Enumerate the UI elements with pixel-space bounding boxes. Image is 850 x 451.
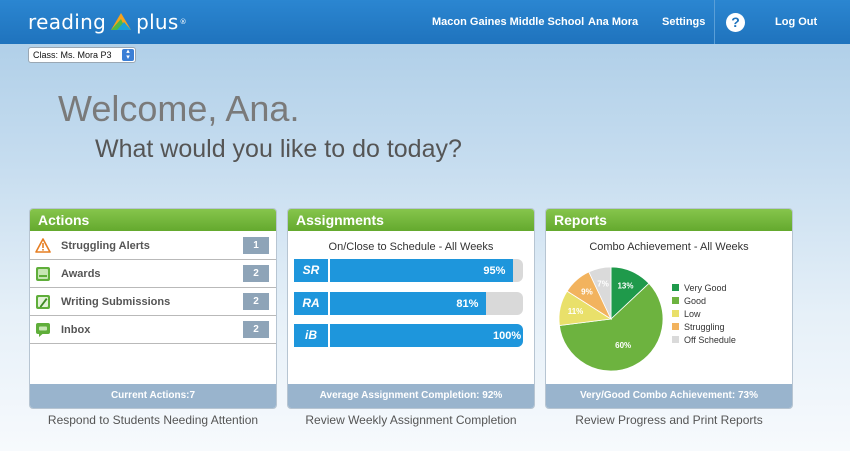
assignments-subtitle: On/Close to Schedule - All Weeks xyxy=(328,241,494,253)
assignments-header: Assignments xyxy=(288,209,534,231)
bar-fill xyxy=(330,324,523,347)
actions-panel: Actions Struggling Alerts 1 Awards 2 Wri… xyxy=(29,208,277,409)
legend-swatch xyxy=(672,336,679,343)
bar-track xyxy=(330,324,523,347)
action-label: Inbox xyxy=(61,324,91,336)
pie-slice-label: 60% xyxy=(615,341,631,350)
sr-badge: SR xyxy=(294,259,329,282)
assignments-panel: Assignments On/Close to Schedule - All W… xyxy=(287,208,535,409)
reports-subtitle: Combo Achievement - All Weeks xyxy=(589,241,749,253)
action-writing-submissions[interactable]: Writing Submissions 2 xyxy=(30,288,276,316)
assignment-bar-ra[interactable]: RA 81% xyxy=(294,292,523,315)
chat-icon xyxy=(36,323,50,337)
pencil-icon xyxy=(36,295,50,309)
logo-text-plus: plus xyxy=(136,10,179,34)
ra-badge: RA xyxy=(294,292,329,315)
assignments-caption-link[interactable]: Review Weekly Assignment Completion xyxy=(305,413,517,427)
legend-swatch xyxy=(672,297,679,304)
actions-header: Actions xyxy=(30,209,276,231)
nav-user[interactable]: Ana Mora xyxy=(588,16,639,28)
welcome-heading: Welcome, Ana. xyxy=(58,88,300,129)
logout-link[interactable]: Log Out xyxy=(775,16,818,28)
assignment-bar-ib[interactable]: iB 100% xyxy=(294,324,523,347)
bar-track xyxy=(330,292,523,315)
pie-slice-label: 7% xyxy=(597,279,609,288)
action-count: 1 xyxy=(243,237,269,254)
select-arrows-icon: ▴ ▾ xyxy=(122,48,134,61)
legend-swatch xyxy=(672,323,679,330)
bar-fill xyxy=(330,292,487,315)
legend-item: Struggling xyxy=(672,320,736,333)
legend-label: Good xyxy=(684,295,707,306)
logo-trademark: ® xyxy=(179,18,187,26)
combo-achievement-pie-chart[interactable]: 13% 60% 11% 9% 7% xyxy=(556,264,666,374)
action-count: 2 xyxy=(243,265,269,282)
legend-label: Struggling xyxy=(684,321,725,332)
action-inbox[interactable]: Inbox 2 xyxy=(30,316,276,344)
pie-slice-good[interactable] xyxy=(558,282,664,372)
action-count: 2 xyxy=(243,321,269,338)
class-select-value: Class: Ms. Mora P3 xyxy=(33,50,112,60)
logo-mark-icon xyxy=(111,13,132,30)
action-awards[interactable]: Awards 2 xyxy=(30,260,276,288)
pie-slice-off-schedule[interactable] xyxy=(588,266,612,320)
bar-percent: 95% xyxy=(483,265,506,277)
nav-divider xyxy=(714,0,715,44)
legend-label: Very Good xyxy=(684,282,727,293)
legend-swatch xyxy=(672,284,679,291)
legend-swatch xyxy=(672,310,679,317)
action-count: 2 xyxy=(243,293,269,310)
nav-settings[interactable]: Settings xyxy=(662,16,706,28)
help-icon[interactable]: ? xyxy=(726,13,745,32)
reports-panel: Reports Combo Achievement - All Weeks 13… xyxy=(545,208,793,409)
legend-item: Low xyxy=(672,307,736,320)
pie-slice-label: 13% xyxy=(617,282,633,291)
actions-footer: Current Actions:7 xyxy=(30,384,276,408)
pie-slice-label: 11% xyxy=(568,307,584,316)
reports-header: Reports xyxy=(546,209,792,231)
action-label: Awards xyxy=(61,268,101,280)
assignment-bar-sr[interactable]: SR 95% xyxy=(294,259,523,282)
pie-legend: Very Good Good Low Struggling Off Schedu… xyxy=(672,281,736,346)
ib-badge: iB xyxy=(294,324,329,347)
bar-percent: 100% xyxy=(493,330,522,342)
pie-slice-label: 9% xyxy=(581,288,593,297)
assignments-footer: Average Assignment Completion: 92% xyxy=(288,384,534,408)
reading-plus-logo[interactable]: reading plus ® xyxy=(28,9,187,35)
class-select[interactable]: Class: Ms. Mora P3 ▴ ▾ xyxy=(28,47,136,63)
logo-text-reading: reading xyxy=(28,10,107,34)
bar-track xyxy=(330,259,523,282)
bar-percent: 81% xyxy=(456,298,479,310)
action-struggling-alerts[interactable]: Struggling Alerts 1 xyxy=(30,232,276,260)
action-label: Struggling Alerts xyxy=(61,240,150,252)
actions-caption-link[interactable]: Respond to Students Needing Attention xyxy=(47,413,259,427)
top-nav-bar: reading plus ® Macon Gaines Middle School… xyxy=(0,0,850,44)
action-label: Writing Submissions xyxy=(61,296,171,308)
award-icon xyxy=(36,267,50,281)
legend-item: Off Schedule xyxy=(672,333,736,346)
bar-fill xyxy=(330,259,514,282)
warning-icon xyxy=(35,238,51,253)
reports-footer: Very/Good Combo Achievement: 73% xyxy=(546,384,792,408)
legend-item: Very Good xyxy=(672,281,736,294)
welcome-subtitle: What would you like to do today? xyxy=(95,135,462,163)
reports-caption-link[interactable]: Review Progress and Print Reports xyxy=(575,413,763,427)
legend-label: Off Schedule xyxy=(684,334,736,345)
legend-label: Low xyxy=(684,308,701,319)
nav-school[interactable]: Macon Gaines Middle School xyxy=(432,16,585,28)
legend-item: Good xyxy=(672,294,736,307)
